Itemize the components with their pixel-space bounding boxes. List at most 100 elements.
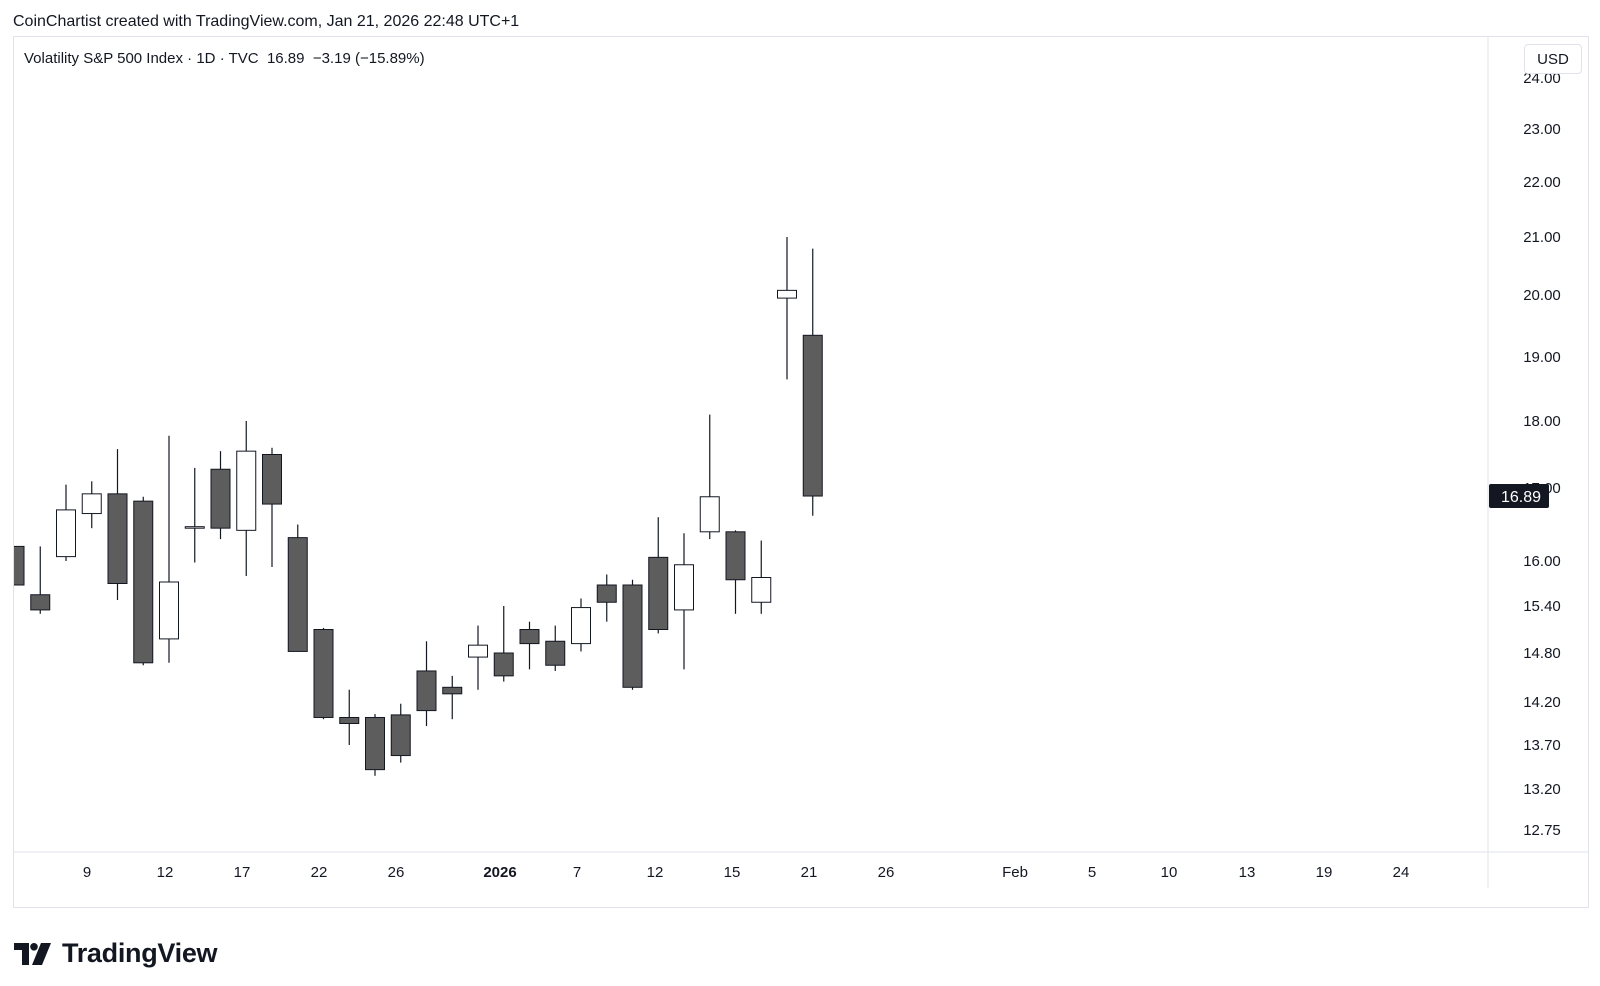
- candle: [184, 467, 205, 563]
- candle: [571, 598, 591, 652]
- time-tick-label: 19: [1316, 864, 1333, 881]
- time-tick-label: 9: [83, 864, 91, 881]
- candle: [674, 533, 694, 670]
- candle-body: [56, 509, 76, 558]
- candle-body: [622, 584, 643, 688]
- legend-last-price: 16.89: [266, 50, 305, 67]
- time-tick-label: 24: [1393, 864, 1410, 881]
- chart-credit: CoinChartist created with TradingView.co…: [13, 13, 520, 30]
- candle: [133, 496, 154, 666]
- candle: [493, 606, 514, 682]
- time-tick-label: 17: [234, 864, 251, 881]
- candle: [210, 451, 231, 540]
- candle: [596, 574, 617, 622]
- chart-frame: [13, 36, 1589, 908]
- candle: [751, 540, 772, 614]
- time-tick-label: 26: [878, 864, 895, 881]
- candle: [81, 481, 102, 529]
- candle: [390, 703, 411, 763]
- candle-body: [751, 577, 772, 603]
- candle-body: [802, 334, 823, 497]
- time-tick-label: 5: [1088, 864, 1096, 881]
- time-tick-label: 21: [801, 864, 818, 881]
- price-tick-label: 14.80: [1523, 645, 1561, 662]
- candle: [365, 714, 385, 776]
- time-tick-label: 2026: [483, 864, 516, 881]
- legend-symbol[interactable]: Volatility S&P 500 Index: [24, 50, 183, 67]
- price-tick-label: 15.40: [1523, 598, 1561, 615]
- currency-button[interactable]: USD: [1524, 44, 1582, 74]
- candle-body: [699, 496, 720, 533]
- candle-body: [339, 716, 360, 724]
- candle: [802, 248, 823, 516]
- candle: [56, 484, 76, 561]
- candle-body: [596, 584, 617, 603]
- candle: [777, 237, 797, 380]
- time-tick-label: Feb: [1002, 864, 1028, 881]
- candle-body: [262, 454, 282, 505]
- last-price-marker: [1489, 484, 1549, 509]
- candle: [519, 621, 540, 670]
- legend-change: −3.19: [312, 50, 351, 67]
- price-tick-label: 22.00: [1523, 174, 1561, 191]
- candle-body: [184, 526, 205, 529]
- time-tick-label: 26: [388, 864, 405, 881]
- time-tick-label: 22: [311, 864, 328, 881]
- candle: [313, 627, 334, 720]
- candle-body: [133, 500, 154, 664]
- candle: [236, 421, 257, 576]
- candle: [107, 449, 128, 600]
- candle: [339, 689, 360, 745]
- tradingview-logo[interactable]: TradingView: [14, 938, 218, 969]
- legend-interval[interactable]: 1D: [196, 50, 216, 67]
- price-tick-label: 16.00: [1523, 553, 1561, 570]
- legend-change-pct: (−15.89%): [354, 50, 425, 67]
- last-price-label: 16.89: [1501, 489, 1541, 506]
- candle-body: [81, 493, 102, 515]
- price-tick-label: 14.20: [1523, 694, 1561, 711]
- candle: [159, 435, 179, 663]
- candle: [30, 546, 51, 614]
- time-tick-label: 15: [724, 864, 741, 881]
- candle: [699, 414, 720, 540]
- time-tick-label: 13: [1239, 864, 1256, 881]
- time-tick-label: 12: [647, 864, 664, 881]
- price-tick-label: 13.70: [1523, 737, 1561, 754]
- time-tick-label: 10: [1161, 864, 1178, 881]
- candle-body: [545, 640, 566, 666]
- candle-body: [777, 289, 797, 299]
- candle-body: [14, 545, 25, 586]
- price-tick-label: 13.20: [1523, 781, 1561, 798]
- candle-body: [287, 537, 308, 652]
- price-tick-label: 12.75: [1523, 822, 1561, 839]
- candle-body: [107, 493, 128, 584]
- candle-body: [365, 716, 385, 771]
- candle-body: [30, 594, 51, 611]
- candle: [416, 641, 437, 727]
- candle: [648, 517, 669, 634]
- candle: [468, 625, 488, 690]
- legend-exchange: TVC: [228, 50, 259, 67]
- candle: [14, 545, 25, 586]
- candles-group: [14, 237, 823, 776]
- price-tick-label: 23.00: [1523, 121, 1561, 138]
- candle-body: [674, 564, 694, 611]
- candle-body: [493, 652, 514, 677]
- candle-body: [236, 450, 257, 531]
- candle: [622, 579, 643, 690]
- candle-body: [725, 531, 746, 581]
- price-tick-label: 20.00: [1523, 287, 1561, 304]
- candle-body: [468, 644, 488, 658]
- candle: [262, 447, 282, 567]
- candle: [725, 530, 746, 614]
- tradingview-logo-icon: [14, 942, 51, 965]
- price-tick-label: 24.00: [1523, 70, 1561, 87]
- candle: [287, 524, 308, 652]
- candle-body: [442, 686, 463, 695]
- symbol-legend: Volatility S&P 500 Index · 1D · TVC 16.8…: [24, 50, 425, 67]
- candle-body: [571, 607, 591, 645]
- price-tick-label: 19.00: [1523, 349, 1561, 366]
- time-tick-label: 7: [573, 864, 581, 881]
- candle-body: [390, 714, 411, 757]
